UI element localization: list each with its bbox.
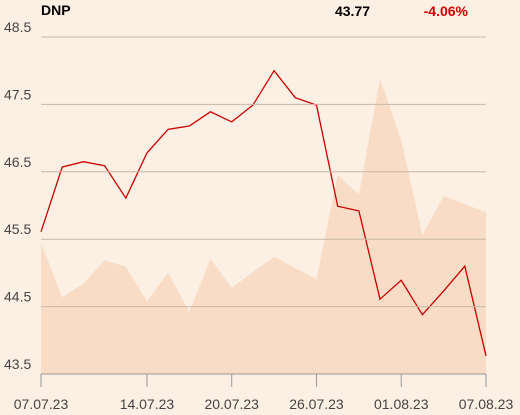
y-tick-label: 45.5	[4, 221, 31, 237]
price-line	[40, 69, 487, 356]
y-tick-label: 44.5	[4, 289, 31, 305]
area	[41, 78, 486, 375]
last-price: 43.77	[335, 3, 370, 19]
y-tick-label: 47.5	[4, 86, 31, 102]
symbol: DNP	[41, 2, 71, 18]
x-tick-label: 07.08.23	[459, 396, 514, 412]
x-tick-label: 07.07.23	[14, 396, 69, 412]
x-tick-label: 14.07.23	[120, 396, 175, 412]
y-tick-label: 43.5	[4, 356, 31, 372]
change: -4.06%	[424, 3, 469, 19]
y-tick-label: 46.5	[4, 154, 31, 170]
x-tick-label: 26.07.23	[289, 396, 344, 412]
x-tick-label: 01.08.23	[374, 396, 429, 412]
x-tick-label: 20.07.23	[204, 396, 259, 412]
y-tick-label: 48.5	[4, 19, 31, 35]
